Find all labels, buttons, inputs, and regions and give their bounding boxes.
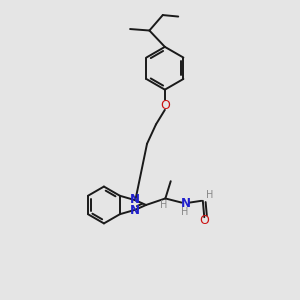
Text: N: N: [130, 203, 140, 217]
Text: N: N: [130, 194, 140, 206]
Text: O: O: [160, 99, 170, 112]
Text: H: H: [160, 200, 168, 210]
Text: O: O: [200, 214, 209, 226]
Text: H: H: [206, 190, 213, 200]
Text: N: N: [181, 197, 190, 210]
Text: H: H: [181, 206, 189, 217]
